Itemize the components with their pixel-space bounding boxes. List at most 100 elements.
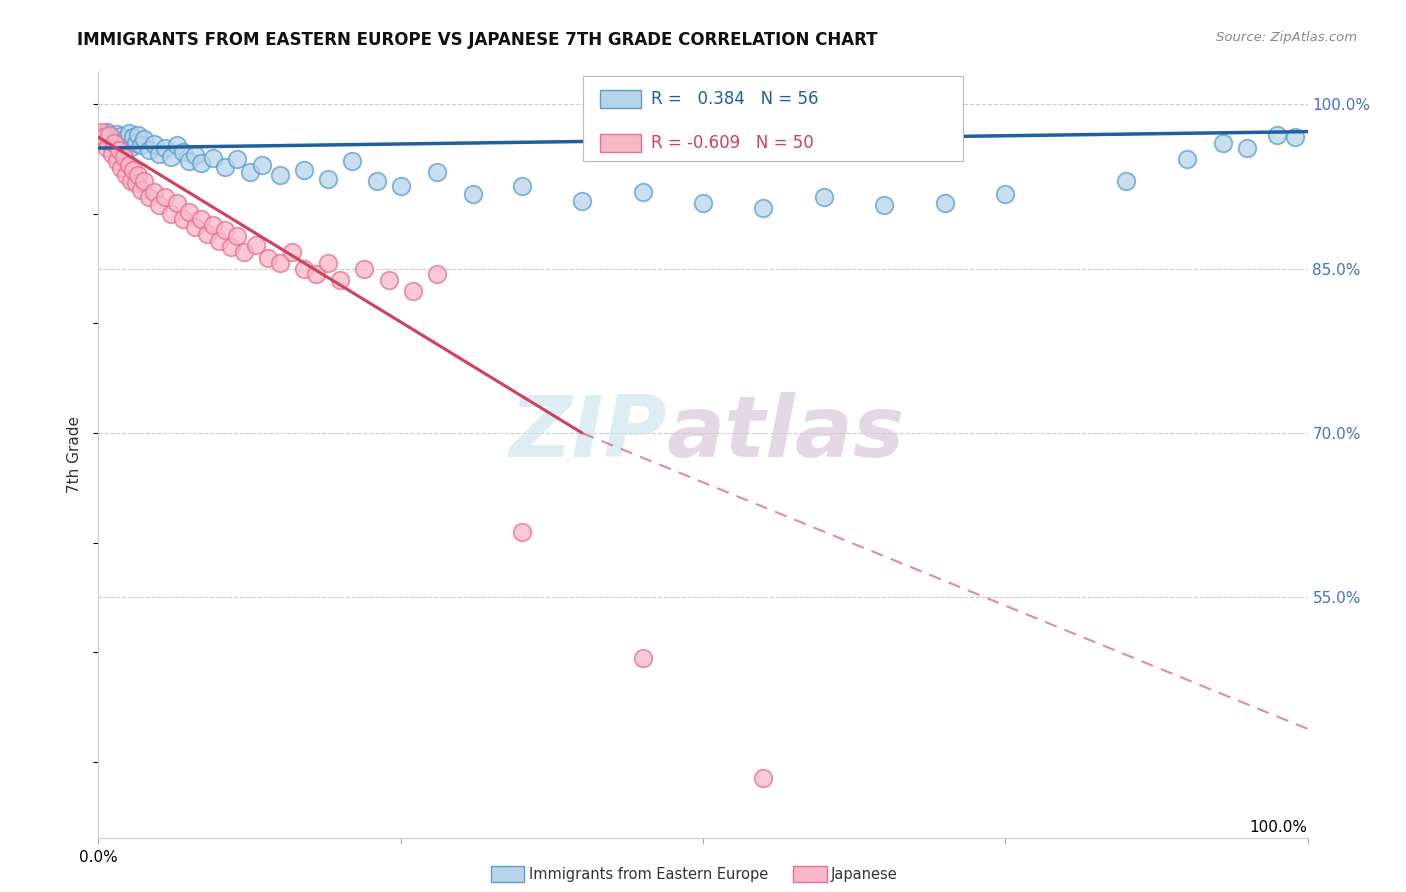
Point (510, 179, 533, 194)
Point (115, 131, 138, 145)
Point (221, 240, 243, 254)
Point (103, 139, 125, 153)
Point (752, 771, 775, 785)
Point (143, 136, 166, 151)
Point (269, 169, 291, 183)
Point (752, 202, 775, 216)
Text: Japanese: Japanese (831, 867, 897, 881)
Point (118, 126, 141, 140)
Point (256, 251, 278, 265)
Point (91, 128, 114, 142)
Point (934, 195, 956, 210)
Point (143, 185, 166, 199)
Point (120, 140, 142, 154)
Point (994, 187, 1017, 202)
Text: ZIP: ZIP (509, 392, 666, 475)
Point (389, 179, 412, 194)
Point (112, 136, 135, 151)
Point (190, 212, 212, 227)
Point (214, 223, 236, 237)
Point (160, 150, 183, 164)
Point (402, 284, 425, 298)
Point (134, 174, 156, 188)
Point (120, 174, 142, 188)
Point (166, 137, 188, 152)
Point (463, 187, 485, 202)
Point (1267, 128, 1289, 142)
Point (108, 143, 131, 157)
Point (813, 190, 835, 204)
Point (426, 165, 449, 179)
Point (226, 152, 249, 166)
Point (316, 171, 339, 186)
Point (250, 157, 273, 171)
Text: atlas: atlas (666, 392, 905, 475)
Point (214, 160, 236, 174)
Point (172, 145, 194, 160)
Point (138, 143, 160, 157)
Point (292, 163, 315, 178)
Point (631, 185, 654, 199)
Point (305, 267, 328, 281)
Point (122, 163, 145, 178)
Point (202, 151, 225, 165)
Point (148, 198, 170, 212)
Point (96, 125, 118, 139)
Point (631, 650, 654, 665)
Point (93, 130, 115, 145)
Point (134, 132, 156, 146)
Point (127, 169, 149, 183)
Point (510, 524, 533, 539)
Point (153, 190, 176, 204)
Point (105, 127, 128, 141)
Point (91, 125, 114, 139)
Point (96, 141, 118, 155)
Point (1284, 130, 1306, 145)
Text: 100.0%: 100.0% (1250, 820, 1308, 835)
Point (342, 154, 364, 169)
Point (226, 228, 249, 243)
Point (873, 198, 896, 212)
Point (281, 245, 304, 260)
Point (377, 272, 399, 286)
Point (110, 128, 132, 143)
Point (202, 218, 225, 232)
Point (148, 146, 170, 161)
Text: IMMIGRANTS FROM EASTERN EUROPE VS JAPANESE 7TH GRADE CORRELATION CHART: IMMIGRANTS FROM EASTERN EUROPE VS JAPANE… (77, 31, 877, 49)
Text: Source: ZipAtlas.com: Source: ZipAtlas.com (1216, 31, 1357, 45)
Point (98, 136, 121, 150)
Point (179, 204, 201, 219)
Point (172, 212, 194, 227)
Point (329, 272, 352, 286)
Point (153, 141, 176, 155)
Point (239, 165, 262, 179)
Point (195, 227, 218, 241)
Point (353, 261, 375, 276)
Point (1212, 136, 1234, 150)
Point (93, 132, 115, 146)
Point (103, 136, 125, 150)
Point (166, 195, 188, 210)
Point (692, 195, 714, 210)
Text: R = -0.609   N = 50: R = -0.609 N = 50 (651, 134, 814, 152)
Point (112, 150, 135, 164)
Point (100, 146, 122, 161)
Point (100, 130, 122, 145)
Point (366, 174, 388, 188)
Point (122, 130, 145, 145)
Point (108, 141, 131, 155)
Point (125, 176, 148, 190)
Point (125, 136, 148, 150)
Text: Immigrants from Eastern Europe: Immigrants from Eastern Europe (529, 867, 768, 881)
Point (208, 234, 231, 248)
Point (571, 194, 593, 208)
Y-axis label: 7th Grade: 7th Grade (67, 417, 83, 493)
Point (138, 190, 160, 204)
Point (184, 147, 207, 161)
Text: R =   0.384   N = 56: R = 0.384 N = 56 (651, 90, 818, 108)
Point (232, 245, 254, 260)
Point (129, 137, 152, 152)
Point (179, 154, 201, 169)
Point (245, 237, 267, 252)
Point (426, 267, 449, 281)
